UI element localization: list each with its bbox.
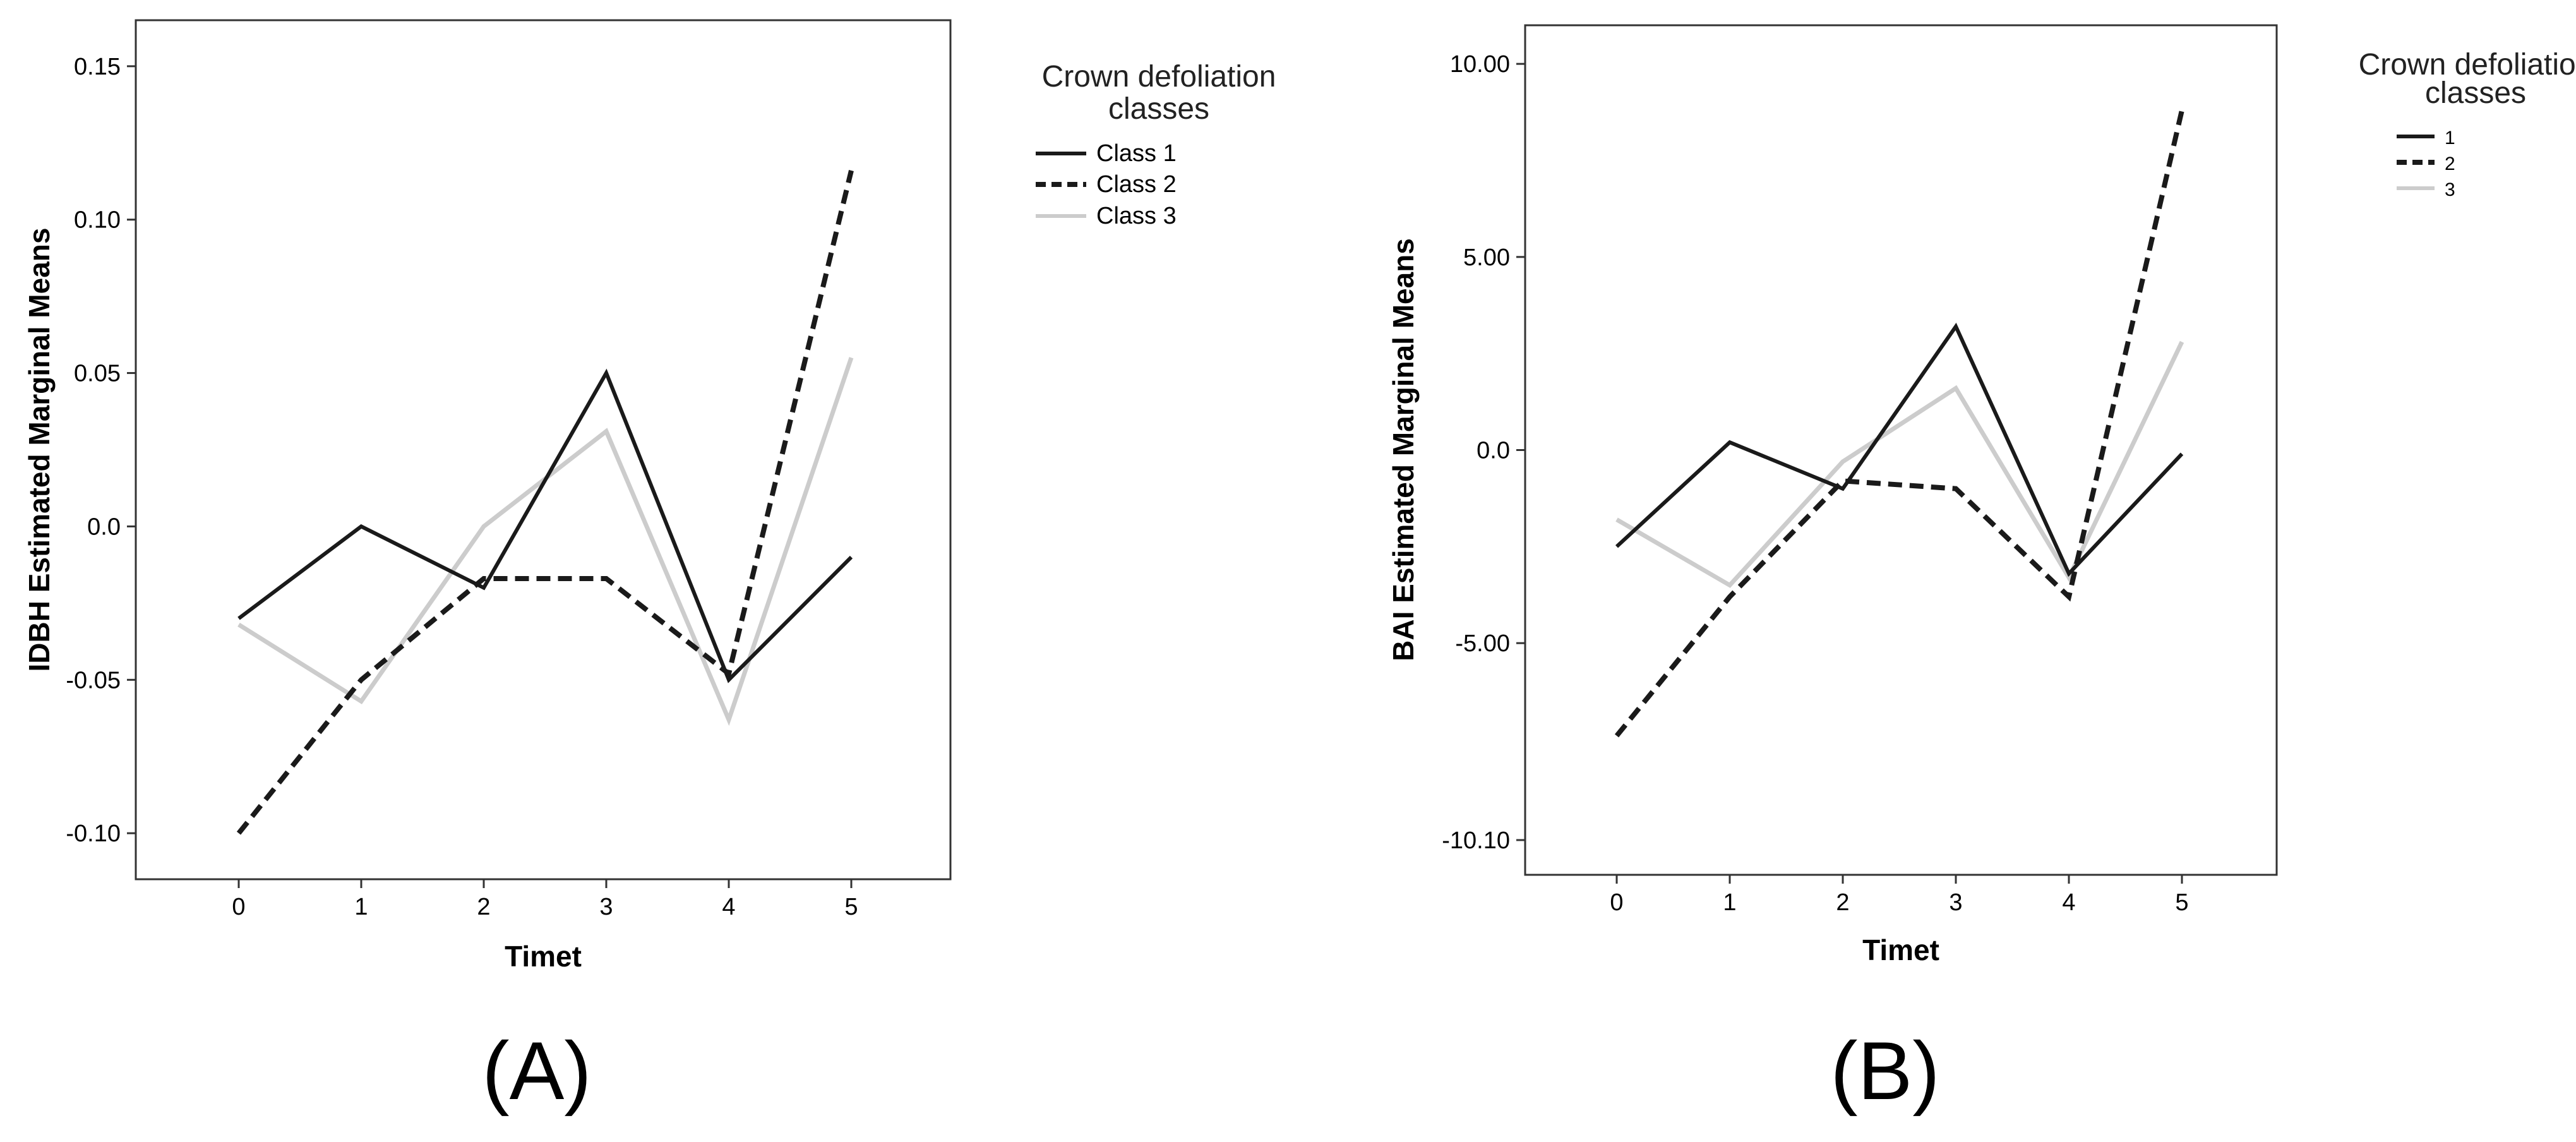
plot-frame-b	[1524, 24, 2278, 876]
x-tick-label: 0	[232, 894, 245, 920]
legend-label: 3	[2445, 179, 2455, 200]
x-tick-label: 0	[1610, 889, 1623, 916]
chart-panel-a: 0.15 0.10 0.05 0.0 -0.05 -0.10 0 1 2 3 4 5 Timet I…	[23, 19, 1276, 1117]
panel-label-a: (A)	[482, 1025, 591, 1117]
y-tick-label: -0.10	[66, 820, 121, 847]
y-tick-label: 0.15	[74, 54, 121, 80]
x-tick-label: 5	[2175, 889, 2188, 916]
y-tick-label: -10.10	[1442, 827, 1510, 854]
x-tick-label: 2	[1836, 889, 1849, 916]
legend-label: Class 3	[1096, 203, 1177, 229]
y-tick-label: 10.00	[1450, 51, 1510, 78]
series-line-class-1	[237, 368, 853, 683]
y-tick-label: 0.05	[74, 361, 121, 387]
x-tick-label: 4	[722, 894, 735, 920]
legend-title: Crown defoliation	[2359, 48, 2576, 81]
y-axis-title-b: BAI Estimated Marginal Means	[1387, 238, 1420, 661]
panel-label-b: (B)	[1830, 1025, 1939, 1117]
x-tick-label: 5	[844, 894, 858, 920]
y-tick-label: -5.00	[1455, 630, 1510, 657]
series-line-1	[1615, 322, 2184, 577]
legend-title: classes	[1108, 92, 1209, 126]
x-tick-label: 2	[477, 894, 490, 920]
x-axis-title-a: Timet	[505, 940, 582, 973]
series-line-class-2	[236, 170, 854, 835]
legend-label: 2	[2445, 153, 2455, 174]
plot-frame-a	[135, 19, 952, 881]
legend-label: 1	[2445, 128, 2455, 148]
y-tick-label: -0.05	[66, 667, 121, 694]
x-axis-title-b: Timet	[1862, 934, 1939, 966]
chart-panel-b: 10.00 5.00 0.0 -5.00 -10.10 0 1 2 3 4 5 Timet BAI…	[1387, 24, 2576, 1117]
y-axis-title-a: IDBH Estimated Marginal Means	[23, 228, 56, 672]
x-tick-label: 4	[2062, 889, 2075, 916]
legend-title: Crown defoliation	[1042, 60, 1276, 93]
y-tick-label: 5.00	[1463, 244, 1510, 271]
series-line-2	[1614, 109, 2184, 738]
x-tick-label: 1	[1723, 889, 1736, 916]
x-tick-label: 3	[1949, 889, 1962, 916]
x-tick-label: 3	[599, 894, 613, 920]
legend-label: Class 1	[1096, 140, 1177, 167]
series-line-class-3	[237, 357, 854, 726]
x-tick-label: 1	[354, 894, 368, 920]
y-tick-label: 0.10	[74, 207, 121, 234]
legend-label: Class 2	[1096, 171, 1177, 198]
series-line-3	[1615, 340, 2184, 588]
y-tick-label: 0.0	[87, 514, 121, 540]
y-tick-label: 0.0	[1477, 438, 1510, 464]
legend-title: classes	[2425, 76, 2526, 110]
